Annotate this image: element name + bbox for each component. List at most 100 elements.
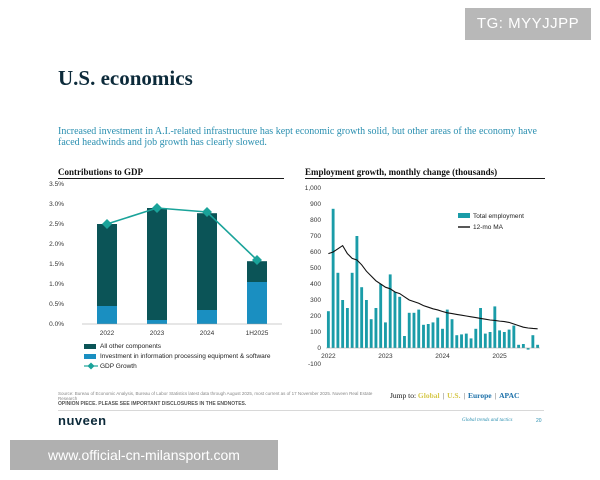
emp-bar	[384, 322, 387, 348]
legend-item-gdp-growth: GDP Growth	[84, 361, 271, 371]
employment-chart-title: Employment growth, monthly change (thous…	[305, 167, 498, 177]
emp-y-tick-label: 1,000	[305, 185, 322, 192]
emp-bar	[417, 309, 421, 348]
legend-label-investment: Investment in information processing equ…	[100, 352, 271, 360]
page-subtitle: Increased investment in A.I.-related inf…	[58, 126, 537, 148]
legend-swatch-other	[84, 343, 96, 349]
gdp-y-tick-label: 3.0%	[49, 201, 64, 208]
emp-legend-label-total: Total employment	[473, 213, 524, 220]
jump-link-global[interactable]: Global	[417, 391, 440, 400]
footer-divider	[58, 410, 544, 411]
emp-bar	[531, 335, 535, 348]
gdp-y-tick-label: 2.5%	[49, 221, 64, 228]
watermark-top: TG: MYYJJPP	[465, 8, 591, 40]
gdp-bar-other	[97, 224, 117, 306]
emp-bar	[341, 300, 345, 348]
emp-bar	[536, 344, 540, 348]
gdp-y-tick-label: 0.5%	[49, 301, 64, 308]
emp-bar	[517, 344, 521, 348]
emp-x-tick-label: 2023	[378, 353, 393, 360]
emp-y-tick-label: 100	[310, 329, 321, 336]
emp-bar	[403, 336, 406, 348]
emp-x-tick-label: 2022	[321, 353, 336, 360]
emp-bar	[326, 311, 330, 348]
emp-y-tick-label: 0	[317, 345, 321, 352]
gdp-x-tick-label: 2023	[150, 330, 165, 337]
emp-bar	[479, 308, 482, 348]
legend-line-gdp-growth	[84, 362, 98, 370]
emp-bar	[350, 272, 354, 348]
jump-link-apac[interactable]: APAC	[499, 391, 520, 400]
gdp-legend: All other components Investment in infor…	[84, 341, 271, 371]
legend-item-other: All other components	[84, 341, 271, 351]
legend-swatch-investment	[84, 353, 96, 359]
emp-bar	[374, 308, 378, 348]
jump-link-europe[interactable]: Europe	[467, 391, 492, 400]
gdp-y-tick-label: 2.0%	[49, 241, 64, 248]
emp-bar	[445, 309, 449, 348]
jump-to-label: Jump to:	[390, 391, 417, 400]
emp-bar	[379, 284, 383, 348]
emp-bar	[474, 328, 478, 348]
emp-bar	[521, 344, 525, 348]
gdp-growth-line	[106, 207, 258, 261]
emp-y-tick-label: -100	[308, 361, 321, 368]
emp-bar	[388, 274, 392, 348]
employment-chart: 1,0009008007006005004003002001000-100202…	[305, 185, 540, 368]
emp-bar	[498, 330, 502, 348]
emp-bar	[436, 317, 440, 348]
source-note: Source: Bureau of Economic Analysis, Bur…	[58, 391, 373, 401]
emp-legend-label-ma: 12-mo MA	[473, 224, 504, 231]
emp-bar	[369, 319, 373, 348]
emp-bar	[345, 308, 349, 348]
emp-bar	[469, 338, 473, 348]
jump-to-nav: Jump to: Global | U.S. | Europe | APAC	[390, 391, 520, 400]
emp-bar	[464, 333, 468, 348]
gdp-growth-point	[202, 207, 212, 217]
emp-y-tick-label: 200	[310, 313, 321, 320]
emp-bar	[460, 334, 463, 348]
gdp-chart-rule	[58, 178, 284, 179]
legend-label-other: All other components	[100, 342, 162, 350]
emp-bar	[422, 324, 425, 348]
emp-bar	[493, 306, 497, 348]
emp-bar	[331, 208, 335, 348]
emp-y-tick-label: 800	[310, 217, 321, 224]
emp-bar	[502, 332, 506, 348]
legend-item-investment: Investment in information processing equ…	[84, 351, 271, 361]
gdp-x-tick-label: 2022	[100, 330, 115, 337]
gdp-bar-investment	[97, 306, 117, 324]
employment-chart-rule	[305, 178, 545, 179]
gdp-bar-other	[197, 213, 217, 310]
emp-bar	[398, 296, 402, 348]
emp-y-tick-label: 900	[310, 201, 321, 208]
emp-bar	[412, 312, 416, 348]
emp-x-tick-label: 2025	[492, 353, 507, 360]
emp-bar	[512, 325, 516, 348]
emp-bar	[507, 329, 511, 348]
emp-bar	[488, 332, 492, 348]
emp-y-tick-label: 300	[310, 297, 321, 304]
emp-bar	[393, 292, 397, 348]
gdp-growth-point	[152, 203, 162, 213]
gdp-x-tick-label: 1H2025	[246, 330, 269, 337]
jump-link-us[interactable]: U.S.	[447, 391, 461, 400]
emp-y-tick-label: 400	[310, 281, 321, 288]
gdp-chart: 3.5% 3.0% 2.5% 2.0% 1.5% 1.0% 0.5% 0.0% 2022 2023…	[49, 181, 282, 337]
gdp-y-tick-label: 0.0%	[49, 321, 64, 328]
gdp-bar-investment	[247, 282, 267, 324]
emp-x-tick-label: 2024	[435, 353, 450, 360]
gdp-chart-title: Contributions to GDP	[58, 167, 144, 177]
gdp-x-tick-label: 2024	[200, 330, 215, 337]
emp-bar	[431, 322, 435, 348]
gdp-bar-investment	[147, 320, 167, 324]
emp-bar	[483, 333, 487, 348]
legend-label-gdp-growth: GDP Growth	[100, 362, 137, 370]
page-number: 20	[536, 418, 542, 424]
emp-y-tick-label: 600	[310, 249, 321, 256]
watermark-bottom: www.official-cn-milansport.com	[10, 440, 278, 470]
emp-y-tick-label: 700	[310, 233, 321, 240]
emp-bar	[441, 328, 444, 348]
gdp-y-tick-label: 3.5%	[49, 181, 64, 188]
gdp-y-tick-label: 1.0%	[49, 281, 64, 288]
